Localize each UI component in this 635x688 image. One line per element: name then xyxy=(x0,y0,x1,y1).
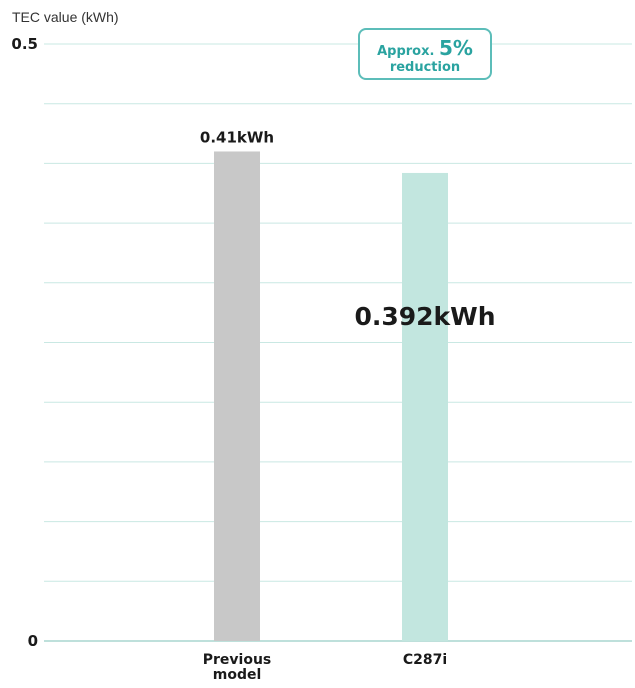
y-axis-label: TEC value (kWh) xyxy=(12,9,119,25)
callout-suffix: reduction xyxy=(389,60,461,75)
data-label: 0.392kWh xyxy=(354,302,495,331)
callout-prefix: Approx. xyxy=(377,44,435,59)
x-tick-label: Previous model xyxy=(203,652,272,683)
callout-percent: 5% xyxy=(438,36,473,60)
bar xyxy=(402,172,448,641)
reduction-callout: Approx. 5% reduction xyxy=(358,28,492,80)
data-label: 0.41kWh xyxy=(200,128,274,146)
bar xyxy=(214,151,260,641)
y-tick-label: 0.5 xyxy=(11,35,38,53)
y-tick-label: 0 xyxy=(28,632,38,650)
x-tick-label: C287i xyxy=(403,652,447,668)
